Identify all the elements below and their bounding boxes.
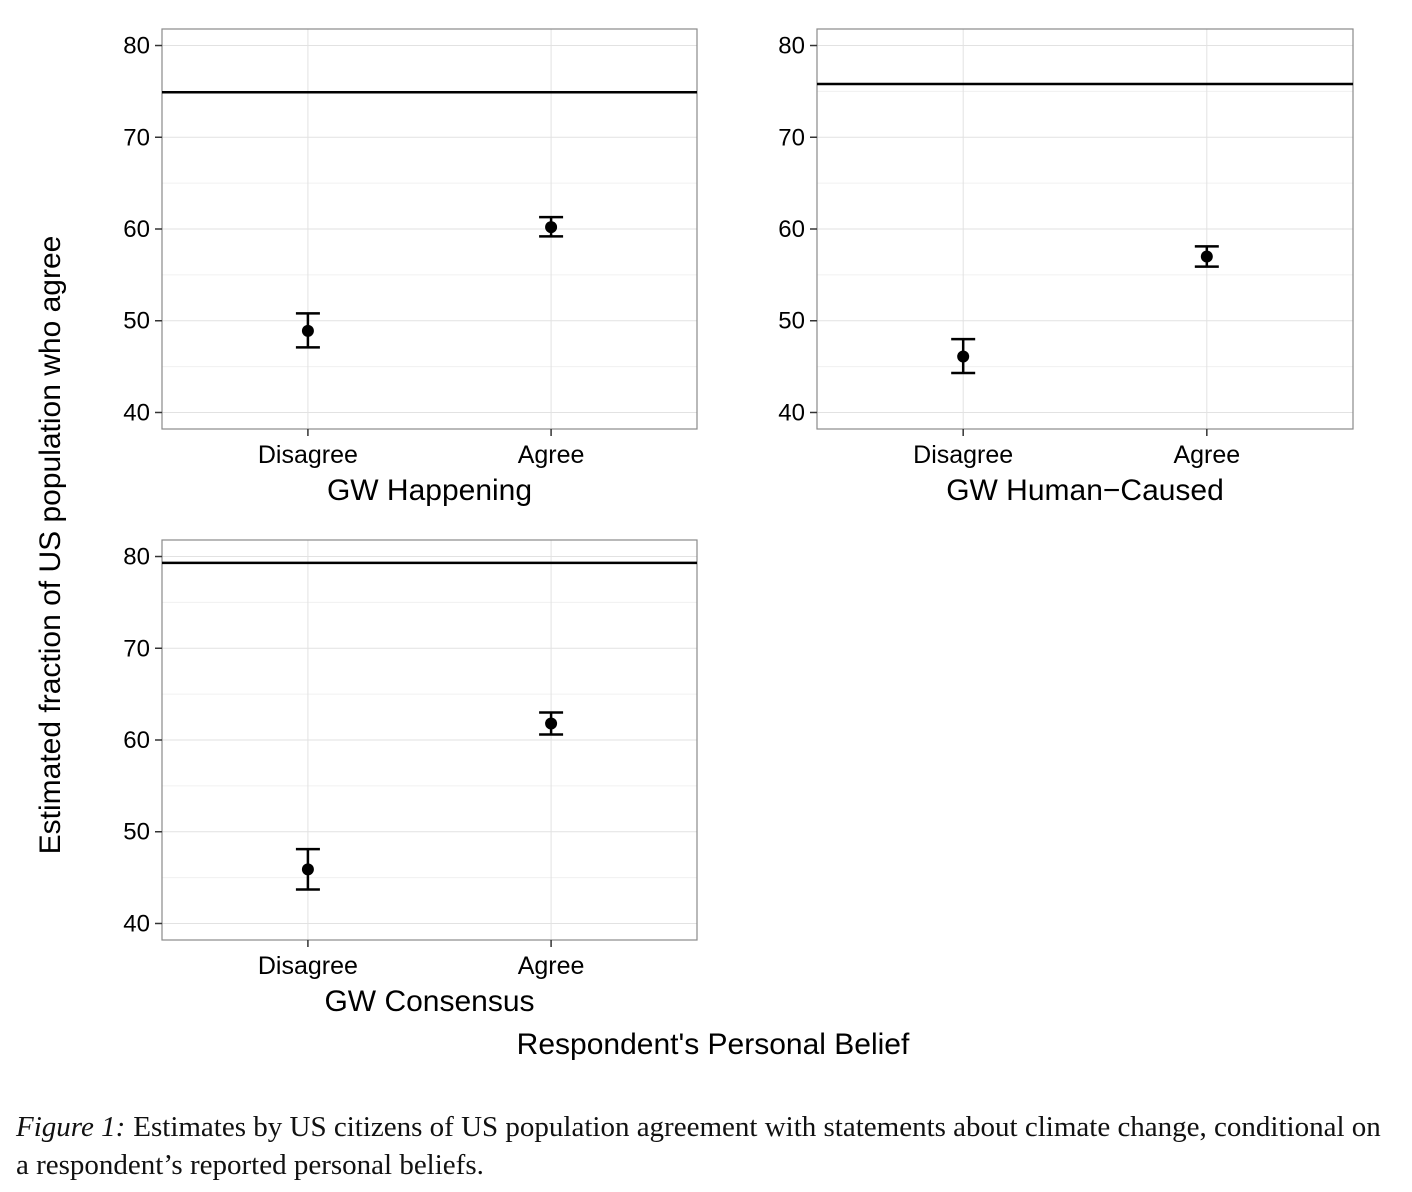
panel-title: GW Consensus bbox=[324, 985, 534, 1018]
chart-panel-1: 40 50 60 70 80 Disagree Agree GW Happening bbox=[123, 28, 698, 507]
data-point bbox=[545, 221, 558, 234]
x-axis-label: Respondent's Personal Belief bbox=[517, 1028, 910, 1061]
x-tick-label: Agree bbox=[1173, 441, 1240, 469]
y-tick-label: 50 bbox=[778, 308, 805, 335]
data-point bbox=[301, 324, 314, 337]
figure-caption: Figure 1: Estimates by US citizens of US … bbox=[16, 1108, 1396, 1184]
y-tick-label: 50 bbox=[123, 308, 150, 335]
data-point bbox=[545, 717, 558, 730]
y-tick-label: 40 bbox=[778, 399, 805, 426]
x-tick-label: Agree bbox=[518, 441, 585, 469]
data-point bbox=[1200, 250, 1213, 263]
y-tick-label: 80 bbox=[123, 33, 150, 60]
data-point bbox=[957, 350, 970, 363]
x-tick-label: Disagree bbox=[913, 441, 1013, 469]
y-tick-label: 50 bbox=[123, 819, 150, 846]
chart-panel-2: 40 50 60 70 80 Disagree Agree GW Human−Caused bbox=[778, 28, 1354, 507]
data-point bbox=[301, 863, 314, 876]
y-tick-label: 70 bbox=[123, 124, 150, 151]
caption-text: Estimates by US citizens of US populatio… bbox=[16, 1111, 1381, 1181]
caption-lead: Figure 1: bbox=[16, 1111, 126, 1143]
y-tick-label: 40 bbox=[123, 910, 150, 937]
y-tick-label: 40 bbox=[123, 399, 150, 426]
x-tick-label: Disagree bbox=[258, 952, 358, 980]
y-tick-label: 80 bbox=[123, 544, 150, 571]
y-tick-label: 80 bbox=[778, 33, 805, 60]
panel-title: GW Human−Caused bbox=[946, 474, 1224, 507]
y-tick-label: 70 bbox=[123, 635, 150, 662]
y-tick-label: 60 bbox=[123, 216, 150, 243]
chart-panel-3: 40 50 60 70 80 Disagree Agree GW Consensus bbox=[123, 539, 698, 1018]
y-axis-label: Estimated fraction of US population who … bbox=[34, 236, 67, 855]
x-tick-label: Disagree bbox=[258, 441, 358, 469]
figure: 40 50 60 70 80 Disagree Agree GW Happening 40 50 6… bbox=[34, 28, 1354, 1061]
x-tick-label: Agree bbox=[518, 952, 585, 980]
panel-title: GW Happening bbox=[327, 474, 532, 507]
y-tick-label: 60 bbox=[778, 216, 805, 243]
y-tick-label: 70 bbox=[778, 124, 805, 151]
y-tick-label: 60 bbox=[123, 727, 150, 754]
